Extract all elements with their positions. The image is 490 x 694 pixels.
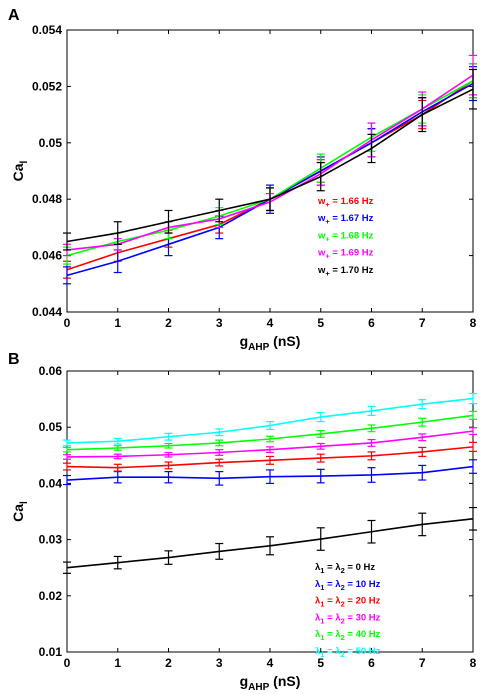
series-1 <box>63 459 477 486</box>
x-tick-label: 8 <box>470 656 477 670</box>
x-axis-label: gAHP (nS) <box>240 333 301 353</box>
series-2 <box>63 63 477 265</box>
legend: λ1 = λ2 = 0 Hz λ1 = λ2 = 10 Hz λ1 = λ2 = 2… <box>315 562 381 659</box>
series-4 <box>63 68 477 251</box>
x-tick-label: 1 <box>114 656 121 670</box>
plot-frame <box>66 29 474 313</box>
y-tick-label: 0.044 <box>32 305 62 319</box>
y-tick-label: 0.03 <box>39 533 63 547</box>
x-tick-label: 2 <box>165 656 172 670</box>
series-4 <box>63 410 477 453</box>
x-tick-label: 0 <box>64 316 71 330</box>
x-tick-label: 6 <box>368 316 375 330</box>
panel-label: A <box>8 7 20 24</box>
x-tick-label: 7 <box>419 656 426 670</box>
x-tick-label: 7 <box>419 316 426 330</box>
y-tick-label: 0.06 <box>39 364 63 378</box>
chart-panel-b: B 0 1 2 3 4 5 6 7 8 0.01 0.02 0.03 0.04 0.05 0.06 gAHP (… <box>8 351 477 693</box>
series-0 <box>63 506 477 574</box>
y-axis-label: Cal <box>10 160 30 181</box>
legend-entry: w+ = 1.67 Hz <box>317 213 374 226</box>
series-line <box>66 74 474 251</box>
x-tick-label: 3 <box>216 656 223 670</box>
y-tick-label: 0.048 <box>32 192 62 206</box>
legend-entry: λ1 = λ2 = 20 Hz <box>315 596 381 609</box>
y-tick-label: 0.05 <box>39 136 63 150</box>
series-5 <box>63 392 477 447</box>
legend-entry: λ1 = λ2 = 40 Hz <box>315 629 381 642</box>
y-tick-label: 0.046 <box>32 249 62 263</box>
plot-frame <box>66 370 474 653</box>
legend: w+ = 1.66 Hz w+ = 1.67 Hz w+ = 1.68 Hz w+ =… <box>317 196 374 278</box>
y-tick-label: 0.052 <box>32 79 62 93</box>
series-line <box>66 88 474 243</box>
x-tick-label: 3 <box>216 316 223 330</box>
x-tick-label: 4 <box>267 656 274 670</box>
series-3 <box>63 54 477 257</box>
series-line <box>66 80 474 257</box>
y-tick-label: 0.02 <box>39 589 63 603</box>
series-0 <box>63 63 477 279</box>
x-tick-label: 2 <box>165 316 172 330</box>
legend-entry: w+ = 1.70 Hz <box>317 265 374 278</box>
series-line <box>66 82 474 277</box>
legend-entry: w+ = 1.69 Hz <box>317 248 374 261</box>
series-3 <box>63 427 477 460</box>
legend-entry: w+ = 1.68 Hz <box>317 230 374 243</box>
y-tick-label: 0.01 <box>39 645 63 659</box>
panel-label: B <box>8 351 20 368</box>
y-tick-label: 0.054 <box>32 23 62 37</box>
series-2 <box>63 441 477 472</box>
legend-entry: λ1 = λ2 = 0 Hz <box>315 562 375 575</box>
y-tick-label: 0.05 <box>39 420 63 434</box>
chart-panel-a: A 0 1 2 3 4 5 6 7 8 0.044 0.046 0.048 0.05 0.052 0.054 g… <box>8 7 477 353</box>
x-tick-label: 8 <box>470 316 477 330</box>
legend-entry: λ1 = λ2 = 10 Hz <box>315 579 381 592</box>
x-tick-label: 5 <box>317 316 324 330</box>
legend-entry: w+ = 1.66 Hz <box>317 196 374 209</box>
legend-entry: λ1 = λ2 = 50 Hz <box>315 646 381 659</box>
x-axis-label: gAHP (nS) <box>240 673 301 693</box>
x-tick-label: 5 <box>317 656 324 670</box>
y-axis-label: Cal <box>10 501 30 522</box>
legend-entry: λ1 = λ2 = 30 Hz <box>315 612 381 625</box>
y-tick-label: 0.04 <box>39 476 63 490</box>
series-line <box>66 414 474 451</box>
x-tick-label: 0 <box>64 656 71 670</box>
x-tick-label: 1 <box>114 316 121 330</box>
x-tick-label: 6 <box>368 656 375 670</box>
x-tick-label: 4 <box>267 316 274 330</box>
